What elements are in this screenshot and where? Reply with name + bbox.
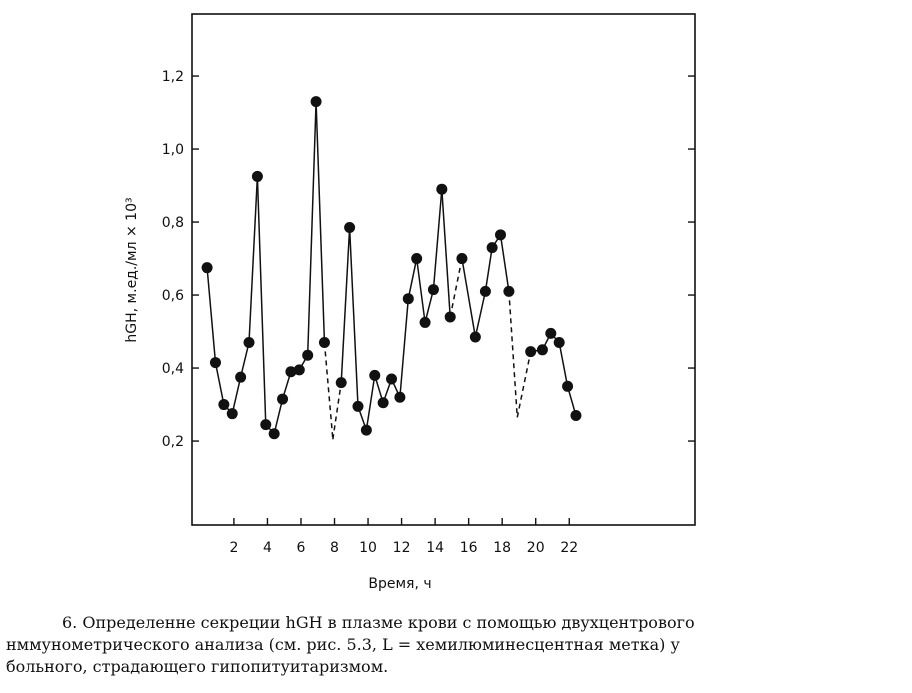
y-tick-label: 1,0 xyxy=(162,142,184,158)
chart: 0,2 0,4 0,6 0,8 1,0 1,2 2 4 6 8 10 12 14 16 18 20 22 hG… xyxy=(124,13,696,592)
series-segment xyxy=(441,189,451,317)
series-segment-dashed xyxy=(516,351,532,418)
plot-frame xyxy=(191,13,696,526)
series-segment xyxy=(239,342,250,378)
data-point xyxy=(444,311,456,323)
data-point xyxy=(352,400,364,412)
data-point xyxy=(226,408,238,420)
x-tick-label: 12 xyxy=(393,540,411,556)
y-axis-ticks: 0,2 0,4 0,6 0,8 1,0 1,2 xyxy=(162,69,695,450)
series-segment xyxy=(206,267,217,363)
data-point xyxy=(302,349,314,361)
series-segment xyxy=(484,247,493,292)
series-segment xyxy=(558,342,569,387)
data-point xyxy=(386,373,398,385)
x-tick-label: 8 xyxy=(330,540,339,556)
x-axis-title: Время, ч xyxy=(368,576,431,592)
data-point xyxy=(495,229,507,241)
series-segment xyxy=(256,176,267,425)
caption-line-3: больного, страдающего гипопитуитаризмом. xyxy=(6,657,389,676)
series-segment-dashed xyxy=(508,291,519,418)
series-segment xyxy=(231,377,242,414)
data-point xyxy=(486,242,498,254)
data-point xyxy=(503,285,515,297)
series-segment xyxy=(407,258,418,299)
series-segment xyxy=(348,227,359,407)
series-segment xyxy=(248,176,259,343)
data-point xyxy=(436,183,448,195)
data-point xyxy=(268,428,280,440)
series-segment xyxy=(415,258,426,323)
data-point xyxy=(344,222,356,234)
data-point xyxy=(553,337,565,348)
series-segment xyxy=(340,227,351,383)
data-point xyxy=(536,344,548,356)
data-point xyxy=(209,357,221,369)
data-point xyxy=(235,371,247,383)
series-segment xyxy=(214,362,225,405)
data-point xyxy=(377,397,389,409)
caption-line-2: нммунометрического анализа (см. рис. 5.3… xyxy=(6,635,680,654)
series-segment xyxy=(461,258,477,338)
series-lines xyxy=(206,101,577,440)
y-tick-label: 0,2 xyxy=(162,434,184,450)
x-tick-label: 22 xyxy=(560,540,578,556)
y-axis-title: hGH, м.ед./мл × 10³ xyxy=(124,197,140,342)
data-point xyxy=(369,369,381,381)
y-tick-label: 0,6 xyxy=(162,288,184,304)
data-point xyxy=(218,399,230,411)
data-point xyxy=(251,170,263,182)
data-point xyxy=(469,331,481,343)
data-point xyxy=(562,380,574,392)
data-point xyxy=(456,253,468,265)
series-segment xyxy=(499,234,510,292)
series-segment xyxy=(432,189,443,290)
caption-line-1: 6. Определенне секреции hGH в плазме кро… xyxy=(62,613,695,632)
x-tick-label: 6 xyxy=(297,540,306,556)
data-point xyxy=(360,424,372,436)
x-tick-label: 10 xyxy=(359,540,377,556)
series-segment xyxy=(315,101,326,343)
x-tick-label: 14 xyxy=(426,540,444,556)
data-point xyxy=(277,393,289,405)
y-tick-label: 1,2 xyxy=(162,69,184,85)
x-tick-label: 4 xyxy=(263,540,272,556)
x-tick-label: 2 xyxy=(229,540,238,556)
series-segment xyxy=(399,298,410,398)
series-segment xyxy=(424,289,435,323)
series-markers xyxy=(201,96,582,440)
data-point xyxy=(545,327,557,339)
data-point xyxy=(260,419,272,431)
y-tick-label: 0,8 xyxy=(162,215,184,231)
data-point xyxy=(310,96,322,108)
data-point xyxy=(411,253,423,265)
data-point xyxy=(201,262,213,274)
x-tick-label: 18 xyxy=(493,540,511,556)
series-segment-dashed xyxy=(449,258,463,318)
data-point xyxy=(285,366,297,378)
data-point xyxy=(525,346,537,358)
series-segment xyxy=(365,375,376,431)
series-segment-dashed xyxy=(323,342,334,440)
data-point xyxy=(479,285,491,297)
x-tick-label: 16 xyxy=(460,540,478,556)
data-point xyxy=(318,337,330,348)
figure-caption: 6. Определенне секреции hGH в плазме кро… xyxy=(6,612,906,678)
data-point xyxy=(570,410,582,421)
data-point xyxy=(293,364,305,376)
series-segment xyxy=(474,291,487,338)
data-point xyxy=(402,293,414,305)
data-point xyxy=(243,337,255,348)
y-tick-label: 0,4 xyxy=(162,361,184,377)
x-tick-label: 20 xyxy=(527,540,545,556)
data-point xyxy=(427,284,439,296)
series-segment xyxy=(273,398,284,434)
x-axis-ticks: 2 4 6 8 10 12 14 16 18 20 22 xyxy=(229,518,578,556)
series-segment xyxy=(306,101,317,356)
series-segment-dashed xyxy=(332,382,342,440)
data-point xyxy=(419,316,431,328)
data-point xyxy=(394,391,406,403)
data-point xyxy=(335,377,347,389)
